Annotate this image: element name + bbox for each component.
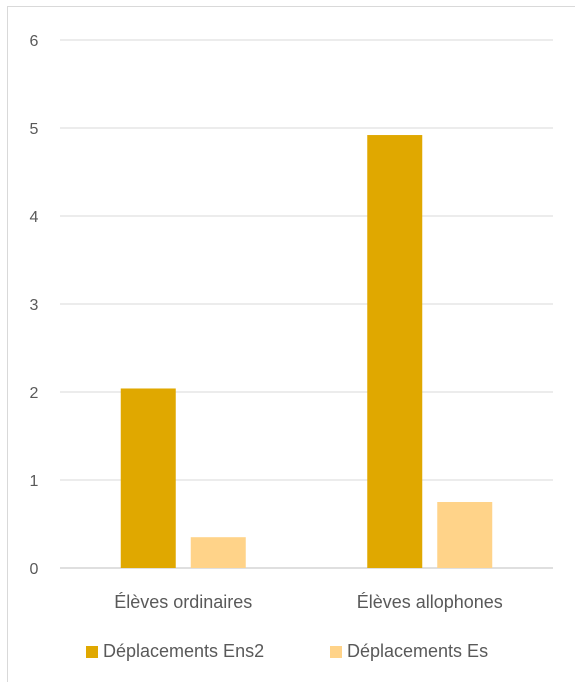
gridlines	[60, 39, 553, 569]
legend: Déplacements Ens2 Déplacements Es	[86, 641, 488, 661]
x-axis: Élèves ordinaires Élèves allophones	[114, 592, 503, 612]
legend-swatch-es	[330, 646, 342, 658]
y-tick-label: 2	[30, 385, 39, 402]
y-tick-label: 3	[30, 297, 39, 314]
y-tick-label: 5	[30, 121, 39, 138]
x-category-label: Élèves ordinaires	[114, 592, 252, 612]
y-tick-label: 6	[30, 33, 39, 50]
legend-label-ens2: Déplacements Ens2	[103, 641, 264, 661]
y-tick-label: 0	[30, 561, 39, 578]
y-tick-label: 4	[30, 209, 39, 226]
y-axis: 0 1 2 3 4 5 6	[30, 33, 39, 578]
chart-frame	[7, 6, 575, 682]
y-tick-label: 1	[30, 473, 39, 490]
x-category-label: Élèves allophones	[357, 592, 503, 612]
legend-label-es: Déplacements Es	[347, 641, 488, 661]
legend-swatch-ens2	[86, 646, 98, 658]
bars	[120, 135, 493, 569]
bar-ens2-allophones	[367, 135, 423, 569]
bar-es-ordinaires	[190, 537, 246, 568]
bar-es-allophones	[437, 502, 493, 568]
bar-ens2-ordinaires	[120, 388, 176, 568]
